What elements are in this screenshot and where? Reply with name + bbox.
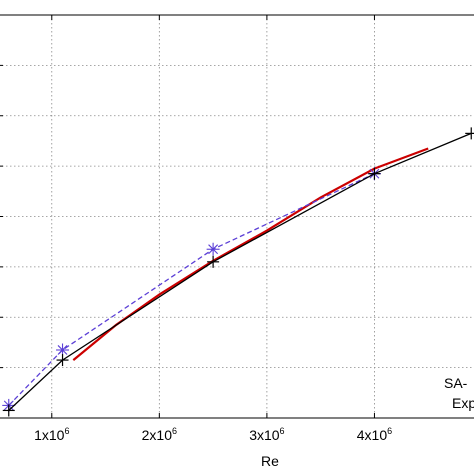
plus-marker [465, 127, 474, 140]
star-marker-d2 [208, 244, 219, 255]
grid [0, 15, 474, 418]
legend-entry-sa: SA- [444, 375, 468, 391]
plus-marker [368, 167, 381, 180]
series-line-1 [8, 173, 375, 406]
x-tick-label: 2x106 [142, 426, 177, 443]
x-tick-label: 4x106 [357, 426, 392, 443]
x-tick-label: 1x106 [34, 426, 69, 443]
star-marker-d2 [57, 345, 68, 355]
tick-marks [0, 15, 375, 418]
legend-entry-exp: Exp [452, 395, 474, 411]
series-layer [2, 127, 474, 417]
series-line-0 [8, 132, 472, 411]
star-marker [206, 242, 220, 256]
series-line-2 [72, 147, 429, 361]
plus-marker [56, 354, 69, 367]
plus-marker [2, 404, 15, 417]
plot-frame [0, 14, 474, 419]
x-tick-label: 3x106 [249, 426, 284, 443]
legend: SA- Exp [444, 375, 474, 411]
x-axis-label: Re [261, 453, 279, 469]
plus-marker [207, 255, 220, 268]
x-tick-labels: 1x1062x1063x1064x1065 [34, 426, 392, 443]
